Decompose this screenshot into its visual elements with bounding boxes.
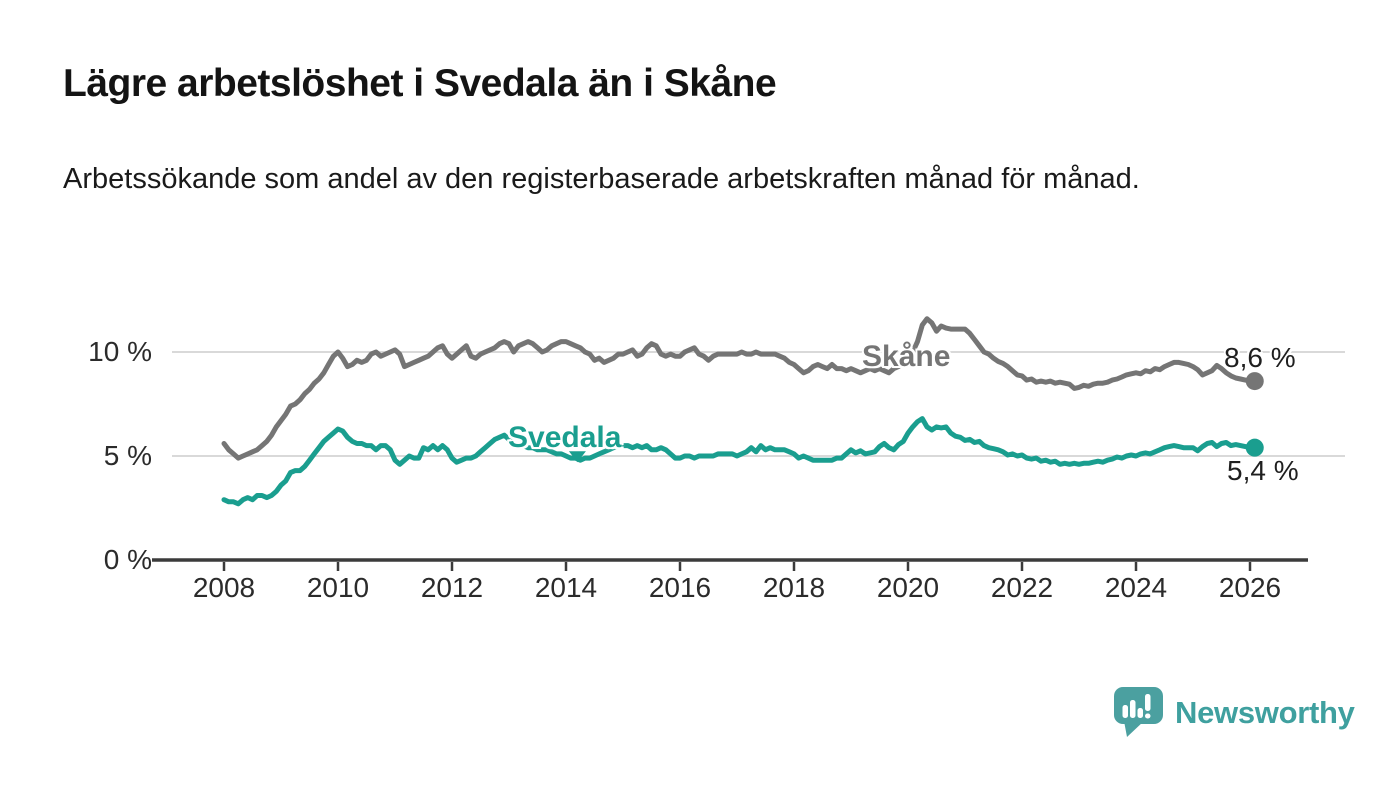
- newsworthy-wordmark: Newsworthy: [1175, 695, 1355, 730]
- series-label-svedala: Svedala: [508, 421, 622, 454]
- x-tick-label: 2024: [1104, 572, 1168, 603]
- x-tick-label: 2020: [876, 572, 940, 603]
- x-tick-label: 2008: [192, 572, 256, 603]
- page-title: Lägre arbetslöshet i Svedala än i Skåne: [63, 62, 777, 105]
- caret-down-icon: [568, 451, 586, 463]
- series-line-svedala: [221, 416, 1258, 507]
- series-label-skane: Skåne: [862, 340, 951, 373]
- page-subtitle: Arbetssökande som andel av den registerb…: [63, 163, 1140, 195]
- newsworthy-brand: Newsworthy: [1113, 684, 1355, 742]
- x-tick-label: 2026: [1218, 572, 1282, 603]
- x-tick-label: 2012: [420, 572, 484, 603]
- y-tick-label: 10 %: [88, 336, 152, 367]
- end-value-label-svedala: 5,4 %: [1227, 455, 1299, 486]
- newsworthy-logo-icon: [1114, 687, 1163, 737]
- y-tick-label: 5 %: [103, 440, 152, 471]
- end-value-label-skane: 8,6 %: [1224, 342, 1296, 373]
- y-tick-label: 0 %: [103, 544, 152, 575]
- series-line-skåne: [221, 316, 1258, 461]
- series-end-dot-svedala: [1245, 438, 1264, 457]
- x-tick-label: 2014: [534, 572, 598, 603]
- x-tick-label: 2010: [306, 572, 370, 603]
- x-tick-label: 2016: [648, 572, 712, 603]
- x-tick-label: 2022: [990, 572, 1054, 603]
- series-end-dot-skåne: [1245, 372, 1264, 391]
- x-tick-label: 2018: [762, 572, 826, 603]
